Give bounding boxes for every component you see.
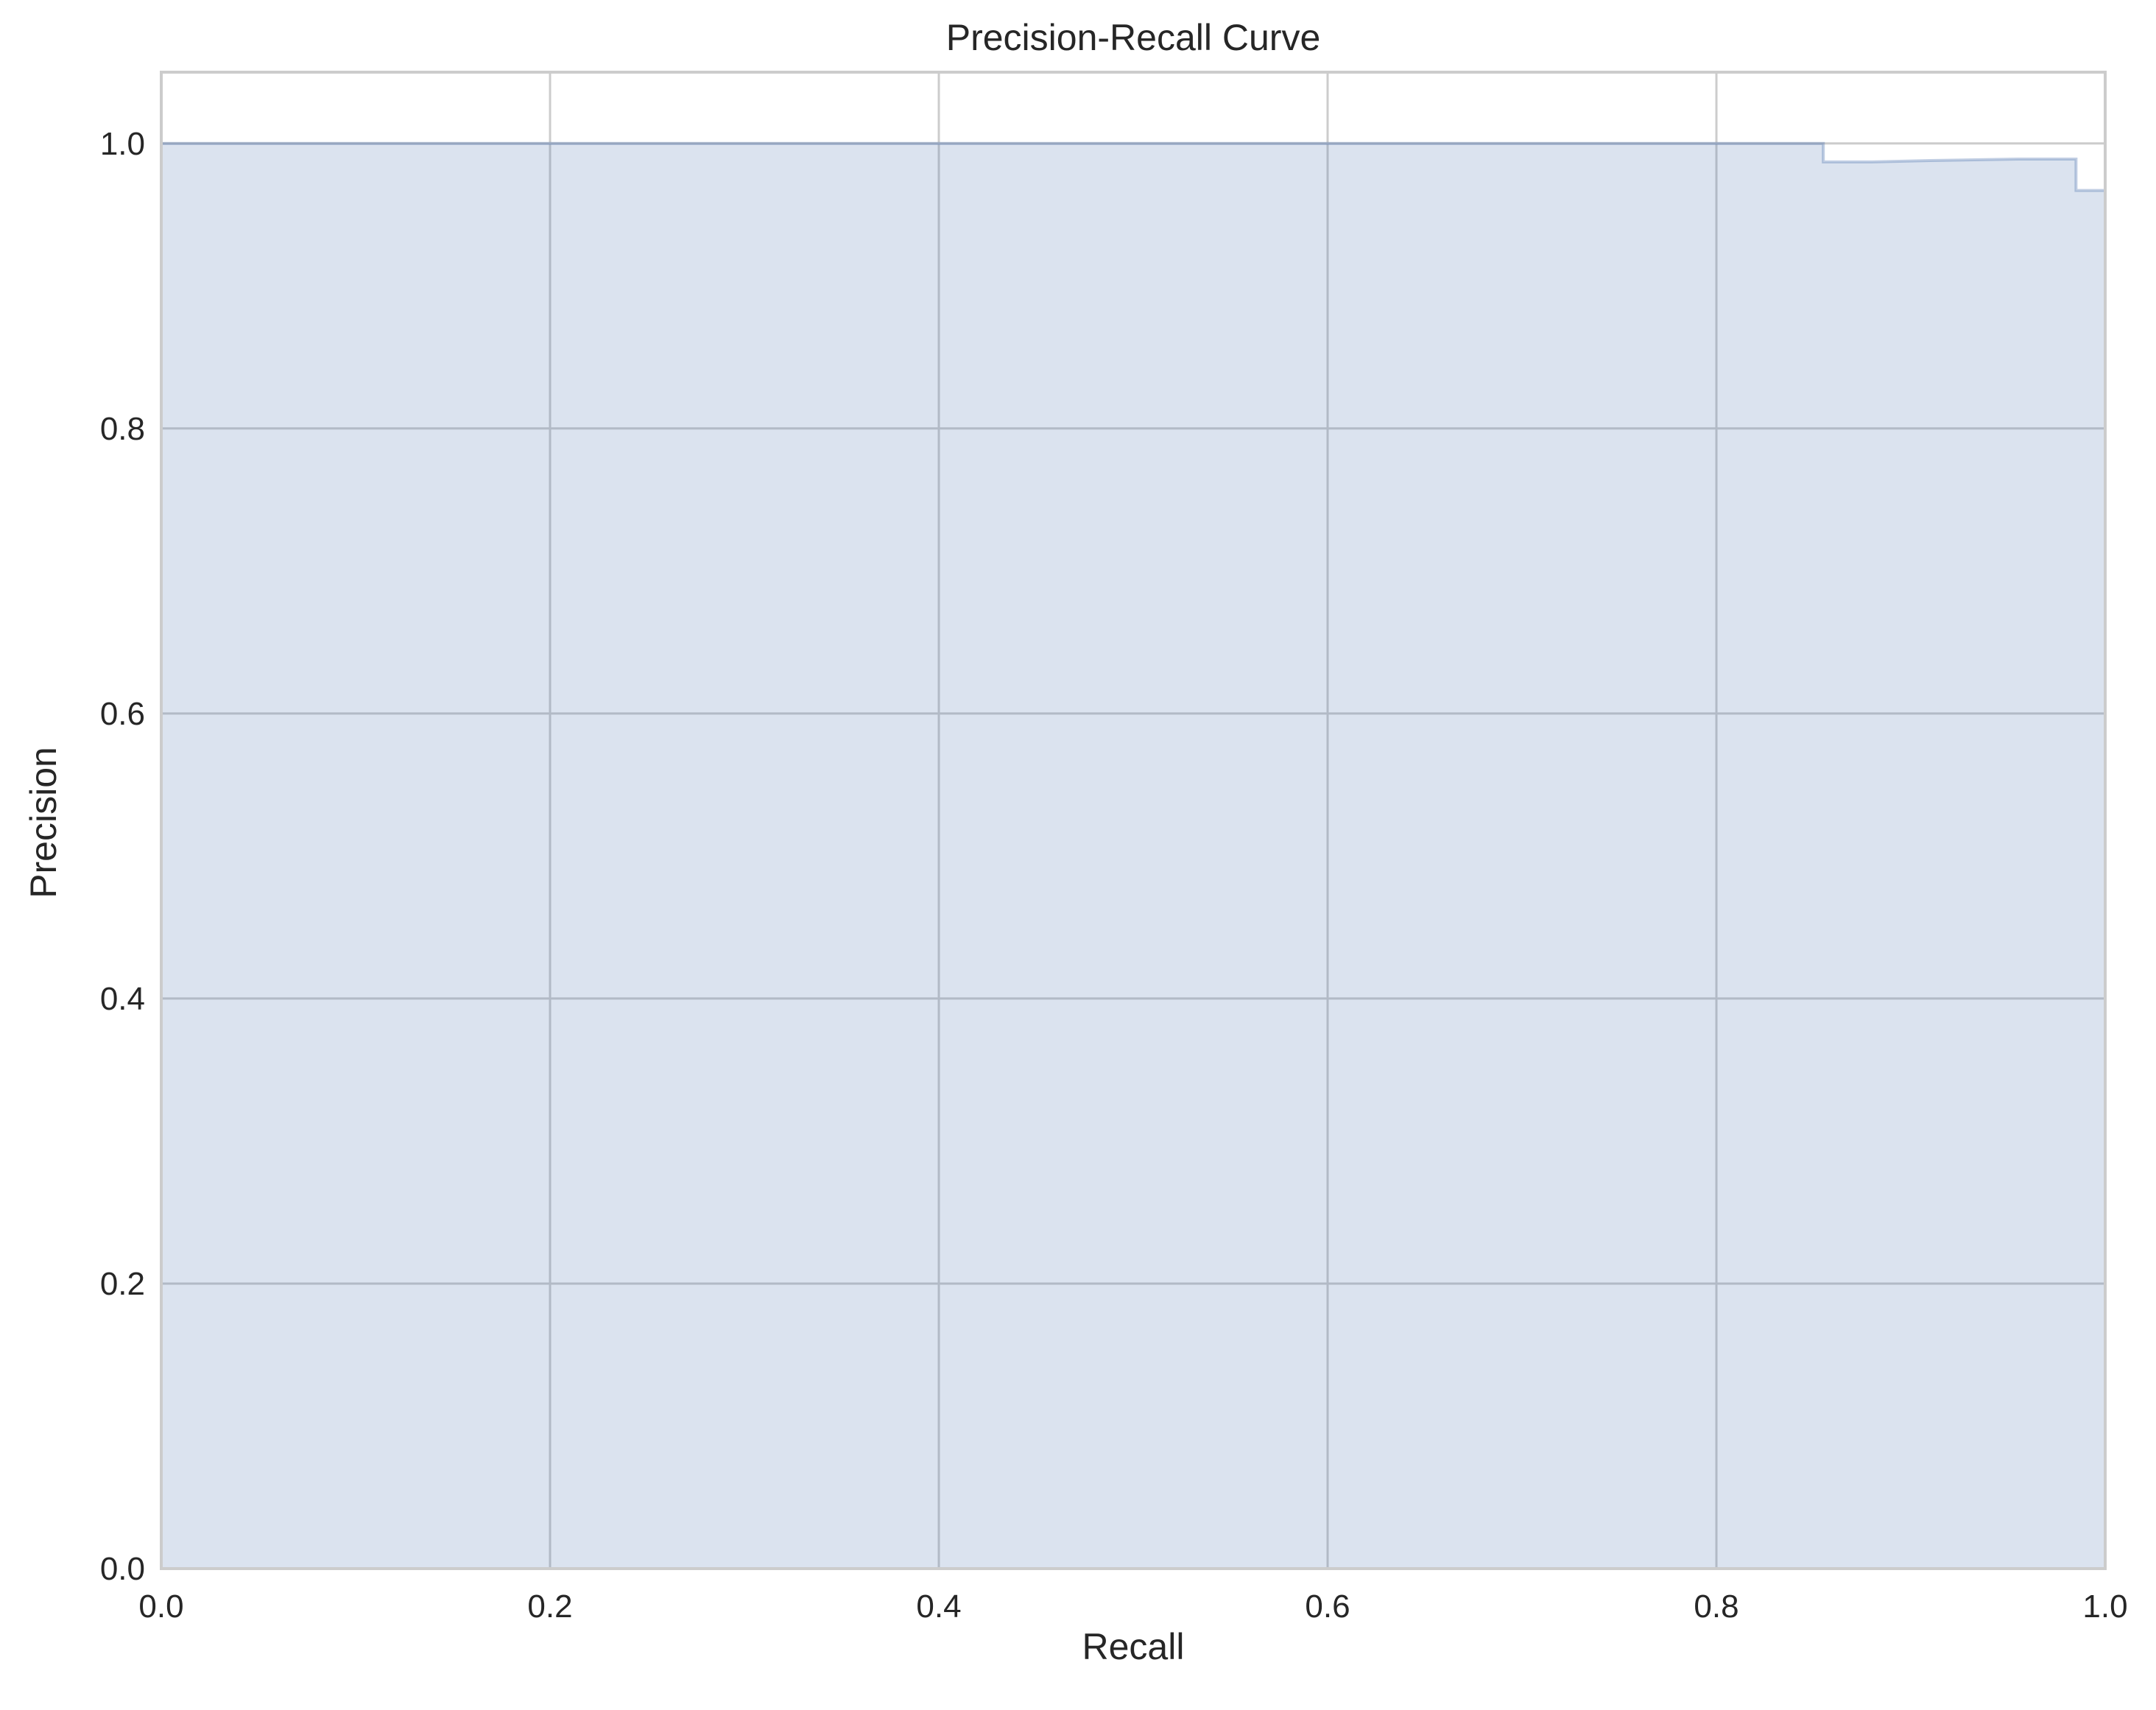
pr-curve-line (161, 141, 2107, 856)
plot-frame (160, 71, 2107, 1570)
x-tick-label: 0.8 (1694, 1588, 1738, 1625)
x-tick-label: 0.4 (916, 1588, 961, 1625)
pr-area-fill (161, 143, 2105, 1569)
y-tick-label: 1.0 (100, 126, 145, 162)
y-axis-label: Precision (23, 747, 64, 898)
x-axis-label: Recall (1082, 1626, 1185, 1667)
y-tick-label: 0.2 (100, 1266, 145, 1302)
y-tick-label: 0.6 (100, 696, 145, 732)
x-tick-label: 0.0 (138, 1588, 183, 1625)
plot-background (161, 72, 2105, 1569)
plot-border (160, 71, 2107, 1570)
y-tick-label: 0.0 (100, 1551, 145, 1587)
chart-title: Precision-Recall Curve (946, 17, 1321, 58)
tick-labels: 0.0 0.2 0.4 0.6 0.8 1.0 0.0 0.2 0.4 0.6 0.8 1.0 (100, 126, 2128, 1625)
y-tick-label: 0.8 (100, 411, 145, 447)
grid-lines (160, 72, 2107, 1570)
x-tick-label: 1.0 (2082, 1588, 2127, 1625)
y-tick-label: 0.4 (100, 981, 145, 1017)
x-tick-label: 0.6 (1305, 1588, 1350, 1625)
x-tick-label: 0.2 (527, 1588, 572, 1625)
area-layer (161, 141, 2107, 1569)
